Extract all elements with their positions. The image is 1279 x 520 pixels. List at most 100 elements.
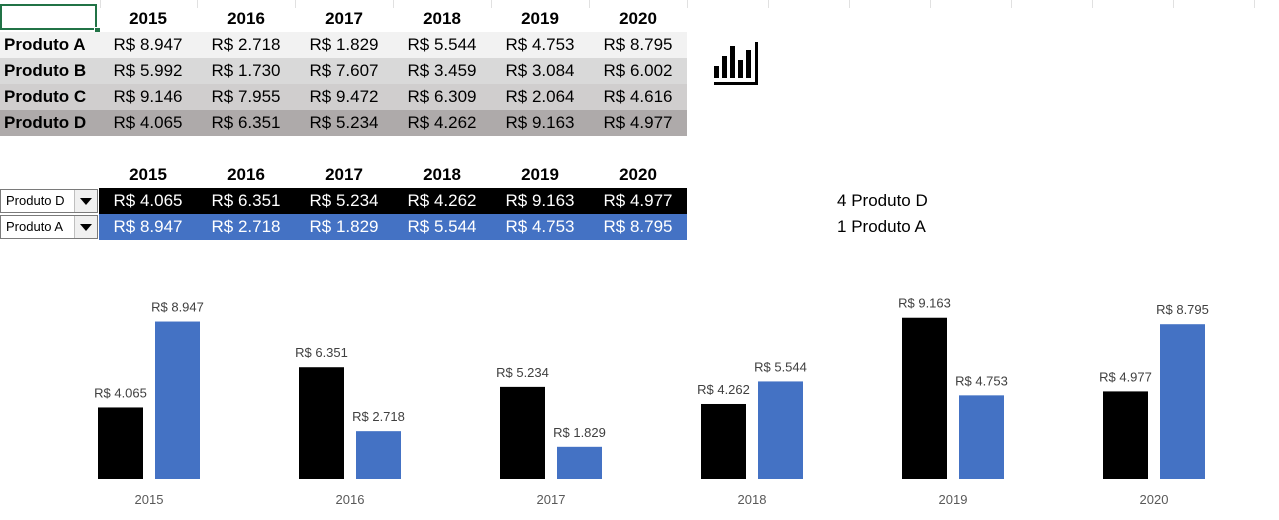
year-header[interactable]: 2017	[325, 9, 363, 28]
bar-2015-s1[interactable]	[98, 407, 143, 479]
product-dropdown[interactable]: Produto A	[0, 215, 98, 239]
year-header[interactable]: 2017	[325, 165, 363, 184]
table-cell[interactable]: R$ 3.084	[491, 58, 589, 84]
table-cell[interactable]: R$ 4.065	[99, 110, 197, 136]
gridline	[589, 0, 590, 8]
table-cell[interactable]: R$ 6.351	[197, 188, 295, 214]
data-label: R$ 4.262	[697, 382, 750, 397]
gridline	[768, 0, 769, 8]
gridline	[100, 0, 101, 8]
selected-index-line[interactable]: 4 Produto D	[837, 188, 928, 214]
data-label: R$ 5.234	[496, 365, 549, 380]
table-cell[interactable]: R$ 8.795	[589, 214, 687, 240]
bar-2018-s2[interactable]	[758, 381, 803, 479]
bar-2019-s1[interactable]	[902, 317, 947, 479]
year-header[interactable]: 2020	[619, 9, 657, 28]
product-dropdown[interactable]: Produto D	[0, 189, 98, 213]
table-cell[interactable]: R$ 4.262	[393, 188, 491, 214]
year-header[interactable]: 2016	[227, 165, 265, 184]
year-header[interactable]: 2018	[423, 165, 461, 184]
product-index: 4	[837, 191, 847, 210]
table-cell[interactable]: R$ 2.064	[491, 84, 589, 110]
table-cell[interactable]: R$ 2.718	[197, 214, 295, 240]
table-cell[interactable]: R$ 7.607	[295, 58, 393, 84]
bar-2015-s2[interactable]	[155, 321, 200, 479]
table-cell[interactable]: R$ 9.163	[491, 110, 589, 136]
table-cell[interactable]: R$ 1.829	[295, 214, 393, 240]
table-cell[interactable]: R$ 4.753	[491, 32, 589, 58]
table-cell[interactable]: R$ 3.459	[393, 58, 491, 84]
bar-2017-s1[interactable]	[500, 386, 545, 479]
product-name: Produto D	[851, 191, 928, 210]
gridline	[491, 0, 492, 8]
bar-2018-s1[interactable]	[701, 403, 746, 479]
table-cell[interactable]: R$ 5.234	[295, 110, 393, 136]
year-header[interactable]: 2016	[227, 9, 265, 28]
year-header[interactable]: 2018	[423, 9, 461, 28]
table-cell[interactable]: R$ 4.616	[589, 84, 687, 110]
gridline	[687, 0, 688, 8]
year-header[interactable]: 2020	[619, 165, 657, 184]
table-cell[interactable]: R$ 6.002	[589, 58, 687, 84]
table-cell[interactable]: R$ 6.309	[393, 84, 491, 110]
table-cell[interactable]: R$ 9.472	[295, 84, 393, 110]
active-cell[interactable]	[0, 4, 97, 30]
gridline	[849, 0, 850, 8]
table-cell[interactable]: R$ 5.544	[393, 214, 491, 240]
table-cell[interactable]: R$ 9.146	[99, 84, 197, 110]
table-cell[interactable]: R$ 4.065	[99, 188, 197, 214]
gridline	[197, 0, 198, 8]
table-cell[interactable]: R$ 9.163	[491, 188, 589, 214]
table-cell[interactable]: R$ 5.234	[295, 188, 393, 214]
gridline	[1254, 0, 1255, 8]
table-cell[interactable]: R$ 7.955	[197, 84, 295, 110]
table-cell[interactable]: R$ 4.977	[589, 110, 687, 136]
product-label[interactable]: Produto C	[0, 84, 99, 110]
table-cell[interactable]: R$ 6.351	[197, 110, 295, 136]
table-cell[interactable]: R$ 1.829	[295, 32, 393, 58]
column-gridlines	[0, 0, 1279, 10]
dropdown-value: Produto D	[6, 193, 65, 208]
chevron-down-icon[interactable]	[74, 216, 97, 238]
data-label: R$ 4.753	[955, 373, 1008, 388]
year-header[interactable]: 2015	[129, 9, 167, 28]
table-cell[interactable]: R$ 8.795	[589, 32, 687, 58]
year-header[interactable]: 2019	[521, 165, 559, 184]
year-header[interactable]: 2019	[521, 9, 559, 28]
bar-2020-s1[interactable]	[1103, 391, 1148, 479]
product-label[interactable]: Produto B	[0, 58, 99, 84]
gridline	[1173, 0, 1174, 8]
data-label: R$ 1.829	[553, 425, 606, 440]
data-label: R$ 2.718	[352, 409, 405, 424]
product-label[interactable]: Produto D	[0, 110, 99, 136]
x-tick-label: 2017	[537, 492, 566, 507]
product-label[interactable]: Produto A	[0, 32, 99, 58]
chevron-down-icon[interactable]	[74, 190, 97, 212]
table-cell[interactable]: R$ 8.947	[99, 214, 197, 240]
table-cell[interactable]: R$ 4.977	[589, 188, 687, 214]
gridline	[295, 0, 296, 8]
table-cell[interactable]: R$ 5.992	[99, 58, 197, 84]
table-cell[interactable]: R$ 8.947	[99, 32, 197, 58]
table-cell[interactable]: R$ 1.730	[197, 58, 295, 84]
table-cell[interactable]: R$ 4.262	[393, 110, 491, 136]
table-cell[interactable]: R$ 4.753	[491, 214, 589, 240]
gridline	[930, 0, 931, 8]
data-label: R$ 8.795	[1156, 302, 1209, 317]
bar-chart[interactable]: R$ 4.065 R$ 8.947 2015 R$ 6.351 R$ 2.718 2016…	[0, 280, 1279, 520]
table-cell[interactable]: R$ 2.718	[197, 32, 295, 58]
year-header[interactable]: 2015	[129, 165, 167, 184]
gridline	[1011, 0, 1012, 8]
gridline	[1092, 0, 1093, 8]
bar-2017-s2[interactable]	[557, 446, 602, 479]
bar-2016-s1[interactable]	[299, 367, 344, 479]
data-label: R$ 5.544	[754, 359, 807, 374]
table-cell[interactable]: R$ 5.544	[393, 32, 491, 58]
bar-2019-s2[interactable]	[959, 395, 1004, 479]
bar-2020-s2[interactable]	[1160, 324, 1205, 479]
bar-chart-icon[interactable]	[713, 40, 761, 88]
selected-index-line[interactable]: 1 Produto A	[837, 214, 926, 240]
dropdown-value: Produto A	[6, 219, 64, 234]
bar-2016-s2[interactable]	[356, 431, 401, 479]
x-tick-label: 2019	[939, 492, 968, 507]
